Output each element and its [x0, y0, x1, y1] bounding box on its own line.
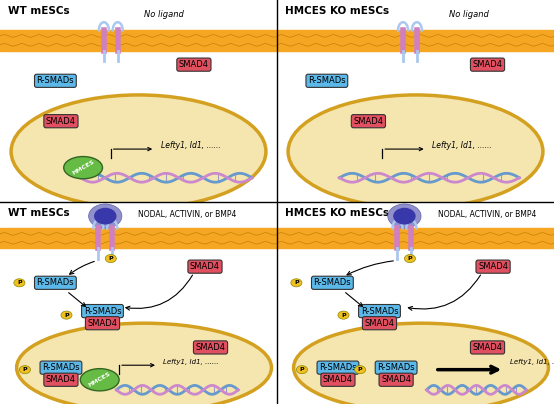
- Text: SMAD4: SMAD4: [381, 375, 411, 384]
- Text: Lefty1, Id1, ......: Lefty1, Id1, ......: [510, 358, 554, 365]
- Bar: [277, 228, 554, 248]
- Text: R-SMADs: R-SMADs: [314, 278, 351, 287]
- Text: P: P: [341, 313, 346, 318]
- Bar: [277, 30, 554, 50]
- Circle shape: [61, 311, 72, 319]
- Text: P: P: [23, 367, 27, 372]
- Ellipse shape: [80, 368, 119, 391]
- Text: R-SMADs: R-SMADs: [37, 278, 74, 287]
- Text: SMAD4: SMAD4: [323, 375, 353, 384]
- Text: R-SMADs: R-SMADs: [319, 363, 357, 372]
- Text: SMAD4: SMAD4: [196, 343, 225, 352]
- Ellipse shape: [17, 323, 271, 404]
- Text: P: P: [17, 280, 22, 285]
- Text: SMAD4: SMAD4: [478, 262, 508, 271]
- Circle shape: [388, 204, 421, 228]
- Circle shape: [105, 255, 116, 263]
- Circle shape: [19, 366, 30, 374]
- Text: R-SMADs: R-SMADs: [42, 363, 80, 372]
- Text: SMAD4: SMAD4: [473, 60, 502, 69]
- Bar: [0, 30, 277, 50]
- Circle shape: [14, 279, 25, 287]
- Text: R-SMADs: R-SMADs: [377, 363, 415, 372]
- Ellipse shape: [288, 95, 543, 208]
- Text: P: P: [109, 256, 113, 261]
- Text: HMCES KO mESCs: HMCES KO mESCs: [285, 208, 389, 218]
- Text: WT mESCs: WT mESCs: [8, 208, 70, 218]
- Text: R-SMADs: R-SMADs: [37, 76, 74, 85]
- Text: NODAL, ACTIVIN, or BMP4: NODAL, ACTIVIN, or BMP4: [438, 210, 536, 219]
- Text: P: P: [300, 367, 304, 372]
- Circle shape: [95, 208, 116, 224]
- Text: R-SMADs: R-SMADs: [308, 76, 346, 85]
- Ellipse shape: [64, 157, 102, 179]
- Circle shape: [291, 279, 302, 287]
- Text: SMAD4: SMAD4: [179, 60, 209, 69]
- Text: P: P: [408, 256, 412, 261]
- Text: No ligand: No ligand: [144, 10, 184, 19]
- Text: SMAD4: SMAD4: [365, 319, 394, 328]
- Ellipse shape: [294, 323, 548, 404]
- Text: HMCES: HMCES: [71, 159, 95, 176]
- Text: P: P: [294, 280, 299, 285]
- Text: Lefty1, Id1, ......: Lefty1, Id1, ......: [161, 141, 220, 150]
- Text: P: P: [64, 313, 69, 318]
- Text: SMAD4: SMAD4: [473, 343, 502, 352]
- Text: SMAD4: SMAD4: [353, 117, 383, 126]
- Text: WT mESCs: WT mESCs: [8, 6, 70, 16]
- Text: SMAD4: SMAD4: [46, 117, 76, 126]
- Text: HMCES KO mESCs: HMCES KO mESCs: [285, 6, 389, 16]
- Text: No ligand: No ligand: [449, 10, 489, 19]
- Text: SMAD4: SMAD4: [190, 262, 220, 271]
- Text: NODAL, ACTIVIN, or BMP4: NODAL, ACTIVIN, or BMP4: [138, 210, 237, 219]
- Text: P: P: [358, 367, 362, 372]
- Text: SMAD4: SMAD4: [88, 319, 117, 328]
- Text: R-SMADs: R-SMADs: [84, 307, 121, 316]
- Text: R-SMADs: R-SMADs: [361, 307, 398, 316]
- Text: Lefty1, Id1, ......: Lefty1, Id1, ......: [432, 141, 492, 150]
- Circle shape: [404, 255, 416, 263]
- Text: Lefty1, Id1, ......: Lefty1, Id1, ......: [163, 358, 219, 365]
- Circle shape: [394, 208, 415, 224]
- Circle shape: [355, 366, 366, 374]
- Text: HMCES: HMCES: [88, 371, 112, 388]
- Circle shape: [338, 311, 349, 319]
- Circle shape: [296, 366, 307, 374]
- Text: SMAD4: SMAD4: [46, 375, 76, 384]
- Bar: [0, 228, 277, 248]
- Ellipse shape: [11, 95, 266, 208]
- Circle shape: [89, 204, 122, 228]
